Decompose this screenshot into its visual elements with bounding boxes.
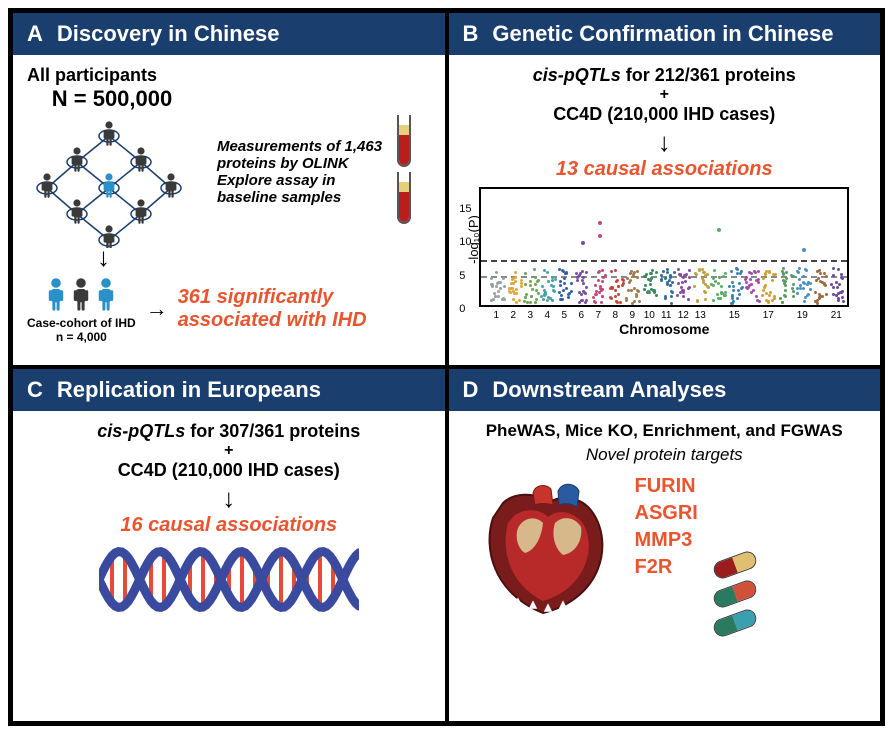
panel-d-body: PheWAS, Mice KO, Enrichment, and FGWAS N… (449, 411, 881, 721)
arrow-down-icon: ↓ (27, 483, 431, 514)
participants-n: N = 500,000 (17, 86, 207, 112)
panel-d-title: Downstream Analyses (492, 377, 726, 403)
panel-c-body: cis-pQTLs for 307/361 proteins + CC4D (2… (13, 411, 445, 721)
protein-target: ASGRI (635, 500, 698, 527)
people-diamond-icon (27, 118, 192, 248)
panel-c-letter: C (27, 377, 43, 403)
panel-b: B Genetic Confirmation in Chinese cis-pQ… (447, 11, 883, 367)
panel-d-header: D Downstream Analyses (449, 369, 881, 411)
participants-label: All participants (27, 65, 207, 86)
panel-c: C Replication in Europeans cis-pQTLs for… (11, 367, 447, 723)
panel-d-subtitle: Novel protein targets (463, 445, 867, 465)
manhattan-plot: -log₁₀(P) 051015123456789101112131517192… (479, 187, 849, 307)
panel-b-plus: + (463, 86, 867, 104)
panel-a-letter: A (27, 21, 43, 47)
measurement-text: Measurements of 1,463 proteins by OLINK … (217, 138, 387, 206)
arrow-down-icon: ↓ (463, 127, 867, 158)
panel-c-result: 16 causal associations (27, 514, 431, 537)
figure-container: A Discovery in Chinese All participants … (8, 8, 885, 726)
panel-b-body: cis-pQTLs for 212/361 proteins + CC4D (2… (449, 55, 881, 365)
panel-a-result: 361 significantly associated with IHD (178, 286, 378, 332)
protein-target: F2R (635, 554, 698, 581)
panel-b-title: Genetic Confirmation in Chinese (492, 21, 833, 47)
protein-target: MMP3 (635, 527, 698, 554)
panel-a-header: A Discovery in Chinese (13, 13, 445, 55)
protein-target-list: FURINASGRIMMP3F2R (635, 473, 698, 581)
panel-d-line1: PheWAS, Mice KO, Enrichment, and FGWAS (463, 421, 867, 441)
cohort-people-icon (42, 273, 120, 311)
cohort-label-2: n = 4,000 (27, 330, 136, 344)
panel-d: D Downstream Analyses PheWAS, Mice KO, E… (447, 367, 883, 723)
panel-b-header: B Genetic Confirmation in Chinese (449, 13, 881, 55)
panel-c-line1: cis-pQTLs for 307/361 proteins (27, 421, 431, 442)
panel-c-title: Replication in Europeans (57, 377, 321, 403)
test-tubes-icon (395, 115, 431, 229)
panel-c-plus: + (27, 442, 431, 460)
pills-icon (710, 553, 760, 640)
panel-b-letter: B (463, 21, 479, 47)
heart-icon (463, 473, 623, 623)
panel-b-line1: cis-pQTLs for 212/361 proteins (463, 65, 867, 86)
panel-a-body: All participants N = 500,000 (13, 55, 445, 365)
panel-b-result: 13 causal associations (463, 158, 867, 181)
panel-a-title: Discovery in Chinese (57, 21, 280, 47)
panel-a: A Discovery in Chinese All participants … (11, 11, 447, 367)
dna-helix-icon (99, 537, 359, 622)
chart-xtitle: Chromosome (481, 321, 847, 337)
protein-target: FURIN (635, 473, 698, 500)
cohort-label-1: Case-cohort of IHD (27, 316, 136, 330)
panel-c-line2: CC4D (210,000 IHD cases) (27, 460, 431, 481)
panel-d-letter: D (463, 377, 479, 403)
arrow-right-icon: → (146, 296, 168, 322)
panel-b-line2: CC4D (210,000 IHD cases) (463, 104, 867, 125)
panel-c-header: C Replication in Europeans (13, 369, 445, 411)
